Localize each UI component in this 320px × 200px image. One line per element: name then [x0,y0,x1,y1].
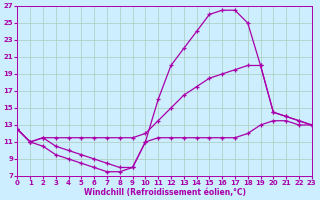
X-axis label: Windchill (Refroidissement éolien,°C): Windchill (Refroidissement éolien,°C) [84,188,245,197]
